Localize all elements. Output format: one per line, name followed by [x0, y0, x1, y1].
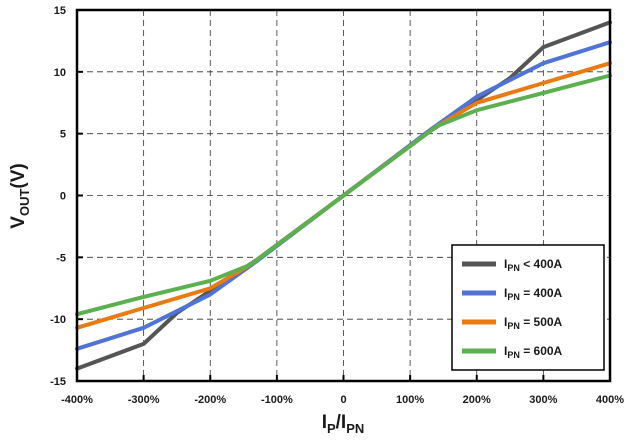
x-tick-label: -100% — [261, 394, 293, 406]
legend-label: IPN = 400A — [504, 286, 563, 302]
legend: IPN < 400A IPN = 400A IPN = 500A IPN = 600A — [451, 244, 605, 371]
x-tick-label: -400% — [61, 394, 93, 406]
y-tick-label: 0 — [60, 191, 66, 203]
x-tick-label: 400% — [596, 394, 624, 406]
y-tick-label: -10 — [50, 314, 66, 326]
legend-label: IPN = 600A — [504, 344, 563, 360]
legend-items: IPN < 400A IPN = 400A IPN = 500A IPN = 600A — [462, 257, 563, 360]
x-tick-label: 100% — [396, 394, 424, 406]
y-tick-label: 10 — [54, 67, 66, 79]
series-lines — [75, 20, 612, 371]
x-tick-label: -300% — [128, 394, 160, 406]
x-tick-label: 300% — [529, 394, 557, 406]
y-axis-title: VOUT(V) — [8, 163, 32, 228]
series-line-4 — [75, 73, 612, 317]
legend-label: IPN < 400A — [504, 257, 563, 273]
y-tick-label: -5 — [56, 252, 66, 264]
y-axis: 15 10 5 0 -5 -10 -15 — [50, 5, 83, 388]
x-axis-title: IP/IPN — [322, 412, 365, 436]
y-tick-label: 5 — [60, 129, 66, 141]
x-axis: -400% -300% -200% -100% 0 100% 200% 300% 400% — [61, 375, 624, 406]
legend-label: IPN = 500A — [504, 315, 563, 331]
x-tick-label: -200% — [194, 394, 226, 406]
x-tick-label: 0 — [340, 394, 346, 406]
y-tick-label: 15 — [54, 5, 66, 17]
x-tick-label: 200% — [463, 394, 491, 406]
y-tick-label: -15 — [50, 376, 66, 388]
